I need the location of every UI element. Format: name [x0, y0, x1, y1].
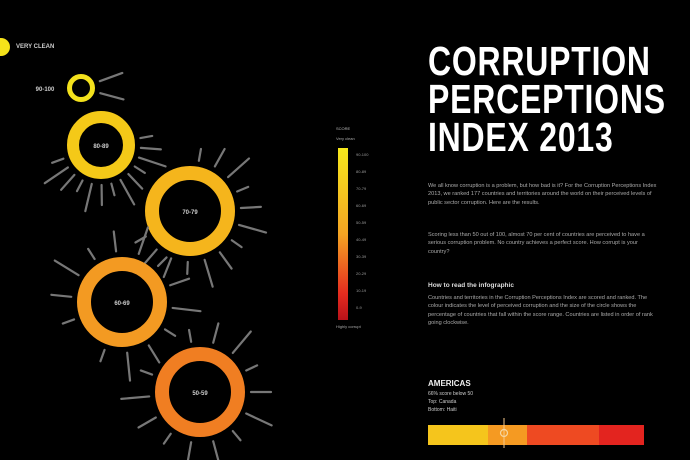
country-ray [187, 328, 193, 343]
score-rings-diagram: 90-100 80-89 70-79 60-69 50-59 [36, 71, 273, 460]
country-ray [245, 364, 259, 372]
region-bar-segment [598, 425, 644, 445]
score-ring [67, 111, 135, 179]
country-ray [230, 239, 243, 249]
scale-tick: 30-39 [356, 254, 367, 259]
region-bar-segment [428, 425, 489, 445]
score-ring [67, 74, 95, 102]
country-ray [112, 230, 118, 253]
country-ray [98, 71, 124, 83]
country-ray [236, 185, 250, 193]
country-ray [231, 330, 252, 355]
scale-tick: 40-49 [356, 237, 367, 242]
scale-tick: 60-69 [356, 203, 367, 208]
country-ray [156, 256, 168, 268]
region-name: AMERICAS [428, 379, 471, 388]
country-ray [139, 134, 154, 140]
country-ray [137, 416, 157, 429]
country-ray [226, 157, 251, 179]
how-to-read-text: Countries and territories in the Corrupt… [428, 295, 653, 327]
page-title: CORRUPTION PERCEPTIONS INDEX 2013 [428, 38, 666, 160]
scale-top-label: Very clean [336, 136, 355, 141]
country-ray [61, 318, 76, 325]
country-ray [99, 92, 125, 101]
country-ray [133, 165, 146, 175]
score-ring [145, 166, 235, 256]
region-bottom: Bottom: Haiti [428, 407, 457, 413]
country-ray [212, 440, 220, 460]
scale-tick: 80-89 [356, 169, 367, 174]
country-ray [120, 395, 151, 400]
country-ray [127, 172, 144, 190]
scale-heading: SCORE [336, 126, 351, 131]
score-ring [77, 257, 167, 347]
country-ray [43, 166, 70, 185]
country-ray [163, 328, 177, 337]
ring-score-label: 80-89 [93, 144, 109, 150]
scale-tick: 90-100 [356, 152, 369, 157]
country-ray [50, 293, 73, 298]
score-color-scale [338, 148, 348, 320]
country-ray [239, 205, 262, 210]
very-clean-dot [0, 38, 10, 56]
title-line: PERCEPTIONS [428, 76, 666, 122]
region-top: Top: Canada [428, 399, 457, 405]
country-ray [147, 344, 161, 364]
scale-bottom-label: Highly corrupt [336, 324, 361, 329]
country-ray [139, 146, 162, 151]
country-ray [218, 251, 233, 270]
very-clean-label: VERY CLEAN [16, 44, 55, 50]
country-ray [99, 348, 106, 363]
country-ray [60, 173, 76, 191]
country-ray [87, 247, 96, 261]
title-line: INDEX 2013 [428, 114, 614, 160]
score-ring [155, 347, 245, 437]
country-ray [139, 369, 154, 376]
ring-score-label: 50-59 [192, 391, 208, 397]
country-ray [126, 351, 132, 382]
country-ray [162, 257, 173, 279]
country-ray [110, 182, 116, 197]
country-ray [51, 157, 65, 164]
country-ray [169, 277, 191, 287]
intro-paragraph-2: Scoring less than 50 out of 100, almost … [428, 232, 645, 255]
intro-paragraph: We all know corruption is a problem, but… [428, 183, 657, 206]
country-ray [84, 182, 93, 213]
country-ray [231, 429, 242, 442]
scale-tick: 0-9 [356, 305, 362, 310]
ring-score-label: 90-100 [36, 87, 55, 93]
title-line: CORRUPTION [428, 38, 651, 84]
country-ray [137, 226, 150, 255]
how-to-read-heading: How to read the infographic [428, 282, 514, 289]
country-ray [75, 179, 84, 193]
country-ray [212, 322, 220, 344]
scale-tick: 70-79 [356, 186, 367, 191]
region-bar-segment [527, 425, 599, 445]
ring-score-label: 70-79 [182, 210, 198, 216]
scale-tick: 10-19 [356, 288, 367, 293]
country-ray [137, 156, 167, 168]
country-ray [53, 259, 80, 277]
region-score-bar [428, 425, 644, 445]
region-stat: 66% score below 50 [428, 391, 474, 397]
country-ray [213, 147, 226, 168]
country-ray [237, 223, 268, 234]
scale-tick: 50-59 [356, 220, 367, 225]
scale-tick: 20-29 [356, 271, 367, 276]
country-ray [197, 147, 203, 162]
region-average-marker [499, 418, 509, 448]
country-ray [162, 432, 172, 445]
country-ray [186, 260, 189, 276]
ring-score-label: 60-69 [114, 301, 130, 307]
country-ray [245, 412, 273, 427]
region-bar-segment [488, 425, 528, 445]
country-ray [186, 441, 193, 460]
country-ray [119, 178, 136, 206]
country-ray [203, 258, 214, 288]
country-ray [171, 306, 202, 313]
